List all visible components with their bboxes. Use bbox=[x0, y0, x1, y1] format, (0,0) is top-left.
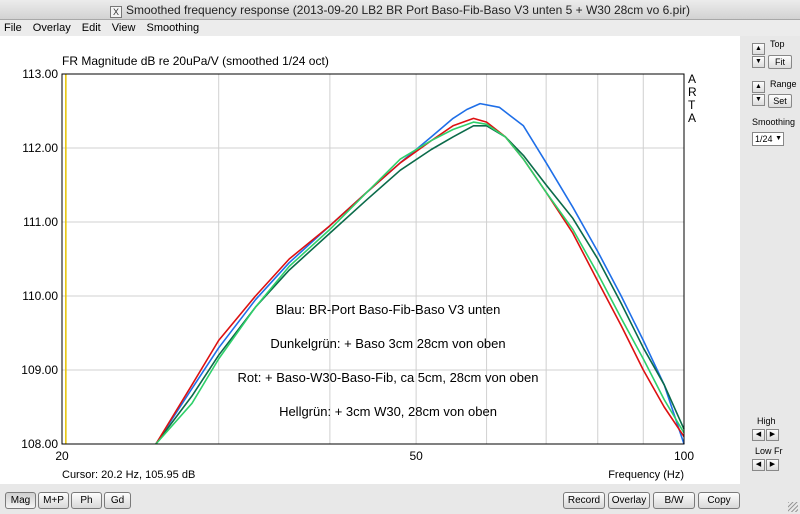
set-button[interactable]: Set bbox=[768, 94, 792, 108]
chart-title: FR Magnitude dB re 20uPa/V (smoothed 1/2… bbox=[62, 54, 329, 68]
arrow-up-icon: ▲ bbox=[755, 83, 762, 90]
x-tick-label: 20 bbox=[55, 449, 69, 463]
low-fr-label: Low Fr bbox=[755, 446, 783, 456]
menu-view[interactable]: View bbox=[111, 22, 136, 34]
x-axis-label: Frequency (Hz) bbox=[608, 469, 684, 481]
arrow-down-icon: ▼ bbox=[755, 58, 762, 65]
chart-grid bbox=[62, 74, 684, 444]
annotation-text: Blau: BR-Port Baso-Fib-Baso V3 unten bbox=[276, 302, 501, 317]
smoothing-label: Smoothing bbox=[752, 117, 796, 127]
copy-button[interactable]: Copy bbox=[698, 492, 740, 509]
arrow-left-icon: ◀ bbox=[755, 461, 762, 468]
mag-button[interactable]: Mag bbox=[5, 492, 36, 509]
arrow-right-icon: ▶ bbox=[769, 431, 776, 438]
menu-file[interactable]: File bbox=[4, 22, 22, 34]
chart-series bbox=[155, 102, 685, 445]
side-letter-a2: A bbox=[688, 111, 696, 125]
side-letter-t: T bbox=[688, 98, 696, 112]
y-tick-label: 113.00 bbox=[22, 67, 58, 81]
series-line-lightgreen bbox=[155, 121, 685, 445]
series-line-blue bbox=[155, 102, 685, 445]
window-title-bar: X Smoothed frequency response (2013-09-20… bbox=[0, 0, 800, 20]
x-tick-label: 100 bbox=[674, 449, 694, 463]
resize-grip-icon[interactable] bbox=[788, 502, 798, 512]
plot-area[interactable]: FR Magnitude dB re 20uPa/V (smoothed 1/2… bbox=[0, 36, 740, 484]
top-up-button[interactable]: ▲ bbox=[752, 43, 765, 55]
x11-app-icon: X bbox=[110, 6, 122, 18]
bottom-toolbar: Mag M+P Ph Gd Record Overlay B/W Copy bbox=[0, 486, 800, 514]
overlay-button[interactable]: Overlay bbox=[608, 492, 650, 509]
arrow-right-icon: ▶ bbox=[769, 461, 776, 468]
arrow-up-icon: ▲ bbox=[755, 45, 762, 52]
x-tick-label: 50 bbox=[409, 449, 423, 463]
cursor-readout: Cursor: 20.2 Hz, 105.95 dB bbox=[62, 469, 195, 481]
series-line-red bbox=[155, 117, 685, 445]
fit-button[interactable]: Fit bbox=[768, 55, 792, 69]
arrow-left-icon: ◀ bbox=[755, 431, 762, 438]
record-button[interactable]: Record bbox=[563, 492, 605, 509]
chevron-down-icon: ▼ bbox=[775, 135, 782, 142]
gd-button[interactable]: Gd bbox=[104, 492, 131, 509]
window-title: Smoothed frequency response (2013-09-20 … bbox=[126, 3, 690, 17]
high-left-button[interactable]: ◀ bbox=[752, 429, 765, 441]
range-label: Range bbox=[770, 79, 797, 89]
x-tick-labels: 20 50 100 bbox=[55, 449, 694, 463]
right-control-panel: Top ▲ ▼ Fit Range ▲ ▼ Set Smoothing 1/24… bbox=[740, 36, 800, 484]
annotation-text: Hellgrün: + 3cm W30, 28cm von oben bbox=[279, 404, 497, 419]
y-tick-labels: 113.00 112.00 111.00 110.00 109.00 108.00 bbox=[21, 67, 58, 451]
lowfr-left-button[interactable]: ◀ bbox=[752, 459, 765, 471]
lowfr-right-button[interactable]: ▶ bbox=[766, 459, 779, 471]
high-right-button[interactable]: ▶ bbox=[766, 429, 779, 441]
arrow-down-icon: ▼ bbox=[755, 96, 762, 103]
plot-frame bbox=[61, 73, 685, 445]
y-tick-label: 111.00 bbox=[23, 215, 58, 229]
mp-button[interactable]: M+P bbox=[38, 492, 69, 509]
chart-annotations: Blau: BR-Port Baso-Fib-Baso V3 unten Dunk… bbox=[238, 302, 539, 419]
y-tick-label: 108.00 bbox=[21, 437, 58, 451]
top-down-button[interactable]: ▼ bbox=[752, 56, 765, 68]
top-label: Top bbox=[770, 39, 785, 49]
side-letter-r: R bbox=[688, 85, 697, 99]
menu-smoothing[interactable]: Smoothing bbox=[146, 22, 200, 34]
range-up-button[interactable]: ▲ bbox=[752, 81, 765, 93]
ph-button[interactable]: Ph bbox=[71, 492, 102, 509]
y-tick-label: 112.00 bbox=[22, 141, 58, 155]
range-down-button[interactable]: ▼ bbox=[752, 94, 765, 106]
menu-overlay[interactable]: Overlay bbox=[32, 22, 71, 34]
series-line-darkgreen bbox=[155, 125, 685, 445]
y-tick-label: 110.00 bbox=[22, 289, 58, 303]
smoothing-value: 1/24 bbox=[755, 134, 773, 144]
smoothing-select[interactable]: 1/24 ▼ bbox=[752, 132, 784, 146]
y-tick-label: 109.00 bbox=[21, 363, 58, 377]
side-letter-a1: A bbox=[688, 72, 696, 86]
high-label: High bbox=[757, 416, 776, 426]
frequency-response-chart: FR Magnitude dB re 20uPa/V (smoothed 1/2… bbox=[21, 54, 697, 481]
menu-edit[interactable]: Edit bbox=[81, 22, 101, 34]
annotation-text: Dunkelgrün: + Baso 3cm 28cm von oben bbox=[270, 336, 505, 351]
annotation-text: Rot: + Baso-W30-Baso-Fib, ca 5cm, 28cm v… bbox=[238, 370, 539, 385]
menu-bar: File Overlay Edit View Smoothing bbox=[0, 20, 800, 36]
bw-button[interactable]: B/W bbox=[653, 492, 695, 509]
